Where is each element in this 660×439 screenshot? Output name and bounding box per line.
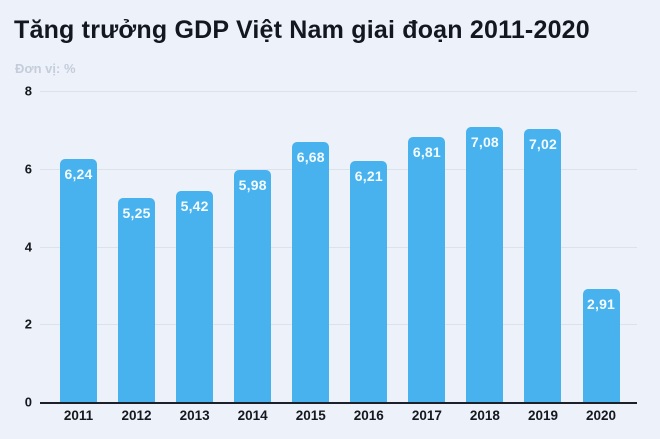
gridline-y6: [40, 168, 637, 170]
bar-2015: 6,68: [292, 142, 330, 402]
bar-2016: 6,21: [350, 160, 388, 402]
y-tick-label-8: 8: [24, 83, 32, 99]
x-tick-label-2015: 2015: [295, 408, 326, 423]
bar-value-label-2018: 7,08: [470, 133, 499, 150]
bar-2017: 6,81: [408, 137, 446, 402]
bar-value-label-2011: 6,24: [64, 166, 93, 183]
y-tick-label-4: 4: [24, 239, 32, 254]
y-tick-label-2: 2: [24, 316, 32, 332]
gridline-y4: [40, 246, 637, 248]
x-tick-label-2019: 2019: [527, 408, 558, 423]
bar-value-label-2013: 5,42: [180, 198, 209, 215]
x-tick-label-2018: 2018: [469, 408, 500, 423]
x-tick-label-2011: 2011: [63, 408, 94, 423]
x-tick-label-2012: 2012: [121, 408, 152, 423]
gridline-y2: [40, 324, 637, 326]
chart-title: Tăng trưởng GDP Việt Nam giai đoạn 2011-…: [14, 16, 590, 44]
x-tick-label-2014: 2014: [237, 408, 268, 423]
bar-2018: 7,08: [466, 126, 504, 402]
bar-value-label-2014: 5,98: [238, 176, 267, 193]
bar-value-label-2012: 5,25: [122, 204, 151, 221]
x-tick-label-2020: 2020: [586, 408, 617, 423]
chart-unit-subtitle: Đơn vị: %: [15, 61, 76, 76]
bar-2019: 7,02: [524, 129, 562, 402]
bar-2020: 2,91: [582, 288, 620, 402]
bar-value-label-2019: 7,02: [528, 136, 557, 153]
y-tick-label-6: 6: [24, 161, 32, 177]
bar-2011: 6,24: [60, 159, 97, 402]
bar-value-label-2017: 6,81: [412, 144, 441, 161]
bar-2014: 5,98: [234, 169, 272, 402]
gridline-y8: [40, 91, 637, 92]
bar-value-label-2020: 2,91: [587, 295, 616, 312]
x-tick-label-2013: 2013: [179, 408, 210, 423]
x-tick-label-2016: 2016: [353, 408, 384, 423]
bar-value-label-2015: 6,68: [296, 149, 325, 166]
bar-2012: 5,25: [118, 197, 156, 402]
x-tick-label-2017: 2017: [411, 408, 442, 423]
y-tick-label-0: 0: [24, 394, 32, 410]
bar-value-label-2016: 6,21: [354, 167, 383, 184]
x-axis-line: [40, 402, 637, 404]
bar-2013: 5,42: [176, 191, 214, 402]
